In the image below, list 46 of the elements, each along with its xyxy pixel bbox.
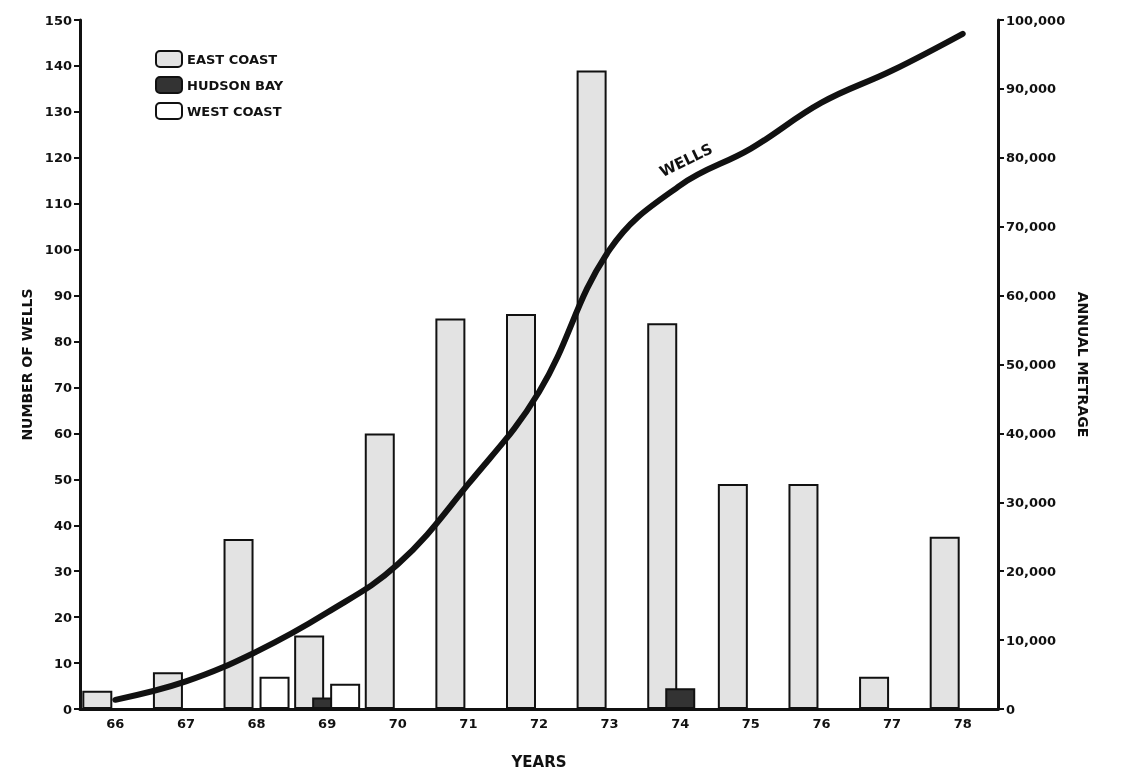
y2-tick-label: 50,000: [1006, 357, 1057, 372]
y-tick-label: 40: [53, 517, 72, 533]
y2-tick-label: 10,000: [1006, 632, 1057, 648]
y-tick-label: 70: [53, 379, 72, 395]
y2-tick-label: 40,000: [1006, 425, 1057, 441]
x-tick-label: 67: [176, 716, 195, 731]
y2-tick-label: 60,000: [1006, 288, 1057, 304]
x-tick-label: 74: [671, 716, 690, 731]
y2-axis-title: ANNUAL METRAGE: [1075, 291, 1092, 438]
legend-label: WEST COAST: [187, 103, 282, 119]
y-tick-label: 140: [44, 58, 72, 74]
y2-tick-label: 30,000: [1006, 494, 1057, 510]
y2-tick-label: 0: [1006, 701, 1016, 717]
x-tick-label: 78: [953, 716, 972, 731]
x-tick-label: 77: [883, 716, 902, 731]
y-tick-label: 0: [62, 701, 72, 717]
y-tick-label: 20: [53, 609, 72, 625]
y-tick-label: 130: [44, 104, 72, 120]
x-tick-label: 73: [600, 716, 619, 731]
x-axis-title: YEARS: [510, 752, 567, 771]
x-tick-label: 75: [741, 716, 760, 731]
x-tick-label: 66: [106, 716, 125, 731]
y2-tick-label: 70,000: [1006, 219, 1057, 235]
y-tick-label: 90: [53, 288, 72, 304]
y-tick-label: 30: [53, 563, 72, 579]
y-tick-label: 120: [44, 150, 72, 166]
x-tick-label: 70: [388, 716, 407, 731]
y-tick-label: 100: [44, 242, 72, 258]
y2-tick-label: 80,000: [1006, 150, 1057, 166]
x-tick-label: 76: [812, 716, 831, 731]
y2-tick-label: 20,000: [1006, 563, 1057, 579]
y-axis-title: NUMBER OF WELLS: [18, 288, 35, 441]
y-tick-label: 60: [53, 425, 72, 441]
x-tick-label: 71: [459, 716, 478, 731]
y-tick-label: 150: [44, 12, 72, 28]
y2-tick-label: 100,000: [1006, 12, 1066, 28]
x-tick-label: 69: [318, 716, 337, 731]
legend-label: EAST COAST: [187, 51, 278, 67]
x-tick-label: 68: [247, 716, 266, 731]
legend-label: HUDSON BAY: [187, 77, 284, 93]
x-tick-label: 72: [529, 716, 549, 731]
y-tick-label: 10: [53, 655, 72, 671]
y-tick-label: 110: [44, 196, 72, 212]
y2-tick-label: 90,000: [1006, 81, 1057, 97]
y-tick-label: 80: [53, 334, 72, 350]
y-tick-label: 50: [53, 471, 72, 487]
